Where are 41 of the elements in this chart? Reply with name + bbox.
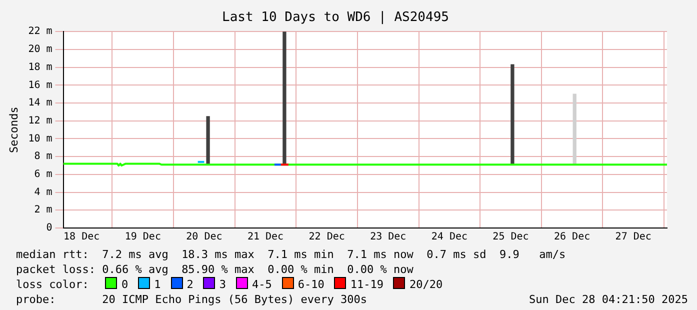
x-tick-label: 25 Dec xyxy=(492,232,529,243)
x-tick-label: 26 Dec xyxy=(554,232,590,243)
legend-label: 1 xyxy=(154,278,161,291)
y-tick-label: 0 xyxy=(46,222,52,234)
y-tick-label: 10 m xyxy=(28,133,52,144)
text: packet loss: 0.66 % avg 85.90 % max 0.00 % min 0.00 % now xyxy=(16,262,414,277)
y-tick-label: 20 m xyxy=(28,44,52,56)
x-tick-label: 23 Dec xyxy=(370,232,406,243)
legend-title: loss color: xyxy=(16,278,89,291)
legend-label: 4-5 xyxy=(252,278,272,291)
x-tick-label: 22 Dec xyxy=(308,232,345,243)
chart-title: Last 10 Days to WD6 | AS20495 xyxy=(222,10,449,26)
y-tick-label: 12 m xyxy=(28,115,52,126)
y-axis-title: Seconds xyxy=(7,106,20,153)
x-tick-label: 24 Dec xyxy=(431,232,468,243)
legend-label: 2 xyxy=(186,278,194,291)
legend-label: 6-10 xyxy=(298,278,324,291)
text: probe: 20 ICMP Echo Pings (56 Bytes) every 300s xyxy=(16,293,367,306)
x-tick-label: 21 Dec xyxy=(247,232,284,243)
y-tick-label: 4 m xyxy=(34,186,52,198)
legend-label: 20/20 xyxy=(409,278,443,291)
bar xyxy=(282,32,286,165)
text: median rtt: 7.2 ms avg 18.3 ms max 7.1 ms min 7.1 ms now 0.7 ms sd 9.9 am/s xyxy=(16,247,567,262)
y-tick-label: 8 m xyxy=(34,151,52,162)
legend-label: 11-19 xyxy=(350,278,384,291)
y-tick-label: 18 m xyxy=(28,62,52,73)
y-tick-label: 14 m xyxy=(28,98,52,109)
y-tick-label: 6 m xyxy=(34,169,52,180)
legend-label: 3 xyxy=(219,278,226,291)
x-tick-label: 27 Dec xyxy=(615,232,652,243)
y-tick-label: 2 m xyxy=(34,204,52,216)
text: Sun Dec 28 04:21:50 2025 xyxy=(529,292,688,307)
y-tick-label: 16 m xyxy=(28,80,52,91)
bar xyxy=(572,94,576,165)
bar xyxy=(206,116,210,165)
x-tick-label: 19 Dec xyxy=(124,232,161,243)
y-tick-label: 22 m xyxy=(28,26,52,38)
legend-label: 0 xyxy=(121,278,128,291)
x-tick-label: 18 Dec xyxy=(64,232,100,243)
bar xyxy=(510,64,514,165)
x-tick-label: 20 Dec xyxy=(186,232,222,243)
